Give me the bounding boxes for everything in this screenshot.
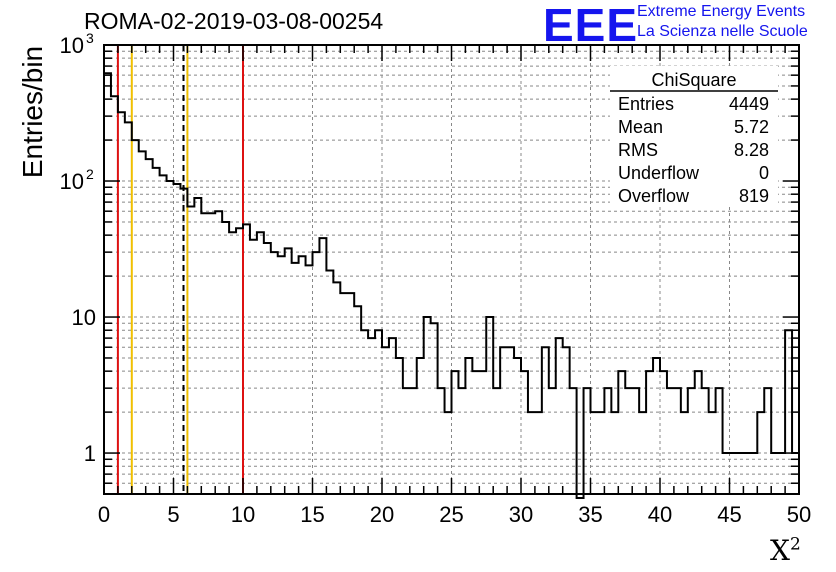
marker-lines (116, 45, 244, 494)
x-tick-label: 30 (509, 502, 533, 527)
stats-row-label: Overflow (618, 186, 690, 206)
x-tick-label: 45 (717, 502, 741, 527)
x-tick-label: 40 (648, 502, 672, 527)
x-tick-label: 25 (439, 502, 463, 527)
y-tick-label-exponent: 3 (86, 30, 94, 46)
stats-row-value: 819 (739, 186, 769, 206)
y-tick-label: 1 (84, 441, 96, 466)
stats-row-label: Entries (618, 94, 674, 114)
x-tick-label: 5 (167, 502, 179, 527)
x-tick-label: 35 (578, 502, 602, 527)
logo-line-1: Extreme Energy Events (637, 3, 806, 20)
stats-row-value: 4449 (729, 94, 769, 114)
logo-line-2: La Scienza nelle Scuole (637, 23, 808, 40)
stats-row-label: Underflow (618, 163, 700, 183)
y-tick-label: 10 (60, 33, 84, 58)
stats-row-value: 8.28 (734, 140, 769, 160)
stats-row-label: Mean (618, 117, 663, 137)
stats-title: ChiSquare (651, 70, 736, 90)
eee-logo: EEE (543, 0, 639, 51)
x-tick-label: 50 (787, 502, 811, 527)
histogram-series (104, 72, 799, 499)
x-tick-label: 20 (370, 502, 394, 527)
y-tick-label: 10 (72, 305, 96, 330)
x-tick-label: 15 (300, 502, 324, 527)
chart-title: ROMA-02-2019-03-08-00254 (84, 8, 384, 34)
stats-row-label: RMS (618, 140, 658, 160)
x-axis-label-base: X (770, 534, 790, 567)
stats-row-value: 5.72 (734, 117, 769, 137)
stats-row-value: 0 (759, 163, 769, 183)
stats-box-background (610, 66, 778, 206)
x-axis-label: X2 (770, 534, 801, 567)
x-axis-label-superscript: 2 (789, 534, 801, 555)
x-tick-label: 0 (98, 502, 110, 527)
stats-box: ChiSquare Entries 4449 Mean 5.72 RMS 8.28 Unde… (610, 66, 778, 206)
y-tick-label-exponent: 2 (86, 166, 94, 182)
x-tick-label: 10 (231, 502, 255, 527)
y-tick-label: 10 (60, 169, 84, 194)
